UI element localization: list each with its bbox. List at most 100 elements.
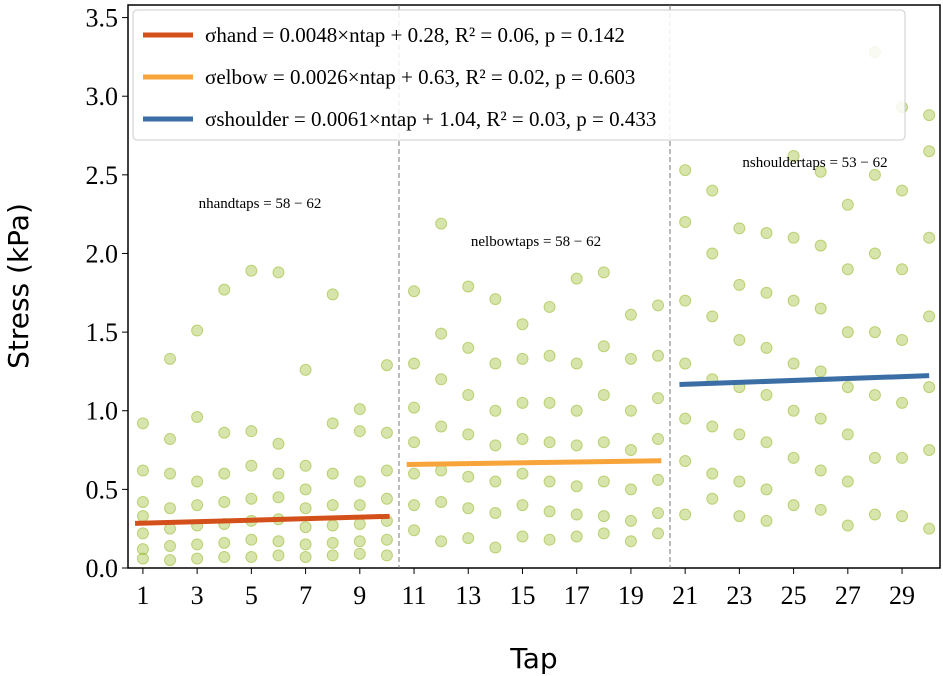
point (679, 164, 692, 177)
x-tick-label: 25 (781, 581, 807, 610)
point (814, 239, 827, 252)
point (543, 436, 556, 449)
point (408, 499, 421, 512)
point (435, 420, 448, 433)
point (380, 549, 393, 562)
point (326, 417, 339, 430)
point (543, 533, 556, 546)
point (923, 381, 936, 394)
point (706, 184, 719, 197)
point (435, 373, 448, 386)
point (597, 389, 610, 402)
y-tick-label: 3.0 (86, 82, 119, 111)
point (353, 499, 366, 512)
point (868, 326, 881, 339)
point (516, 318, 529, 331)
point (896, 263, 909, 276)
point (326, 549, 339, 562)
point (191, 475, 204, 488)
point (679, 455, 692, 468)
point (380, 464, 393, 477)
point (136, 495, 149, 508)
point (706, 492, 719, 505)
point (164, 502, 177, 515)
point (136, 464, 149, 477)
point (679, 216, 692, 229)
point (272, 437, 285, 450)
point (136, 543, 149, 556)
point (570, 357, 583, 370)
point (462, 470, 475, 483)
point (272, 467, 285, 480)
point (543, 300, 556, 313)
point (814, 464, 827, 477)
point (245, 425, 258, 438)
x-tick-label: 29 (889, 581, 915, 610)
point (841, 198, 854, 211)
point (408, 524, 421, 537)
x-tick-label: 3 (191, 581, 204, 610)
point (462, 532, 475, 545)
x-tick-label: 21 (672, 581, 698, 610)
legend-label: σshoulder = 0.0061×ntap + 1.04, R² = 0.0… (205, 107, 656, 131)
point (706, 247, 719, 260)
point (543, 396, 556, 409)
point (624, 483, 637, 496)
point (326, 536, 339, 549)
fit-line (134, 513, 390, 526)
point (624, 308, 637, 321)
point (516, 396, 529, 409)
annotation: nelbowtaps = 58 − 62 (471, 234, 601, 250)
x-tick-label: 1 (136, 581, 149, 610)
point (435, 464, 448, 477)
point (923, 145, 936, 158)
point (896, 184, 909, 197)
y-tick-label: 3.5 (86, 4, 119, 33)
point (245, 264, 258, 277)
point (516, 433, 529, 446)
point (164, 467, 177, 480)
point (435, 327, 448, 340)
point (380, 492, 393, 505)
point (652, 527, 665, 540)
point (245, 550, 258, 563)
point (652, 473, 665, 486)
point (652, 433, 665, 446)
point (272, 491, 285, 504)
fit-line (679, 373, 930, 387)
y-tick-label: 1.5 (86, 318, 119, 347)
point (435, 217, 448, 230)
point (516, 530, 529, 543)
point (896, 333, 909, 346)
point (191, 552, 204, 565)
point (733, 428, 746, 441)
point (380, 359, 393, 372)
point (652, 506, 665, 519)
point (570, 508, 583, 521)
point (489, 506, 502, 519)
point (136, 417, 149, 430)
point (597, 266, 610, 279)
point (760, 436, 773, 449)
x-tick-label: 7 (299, 581, 312, 610)
point (787, 404, 800, 417)
x-tick-label: 15 (509, 581, 535, 610)
point (760, 514, 773, 527)
point (679, 357, 692, 370)
point (570, 480, 583, 493)
x-tick-label: 9 (353, 581, 366, 610)
point (624, 352, 637, 365)
point (245, 492, 258, 505)
point (652, 299, 665, 312)
point (733, 278, 746, 291)
point (326, 499, 339, 512)
legend-label: σelbow = 0.0026×ntap + 0.63, R² = 0.02, … (205, 65, 635, 89)
point (652, 349, 665, 362)
point (814, 412, 827, 425)
point (353, 517, 366, 530)
point (272, 535, 285, 548)
point (814, 503, 827, 516)
y-tick-label: 1.0 (86, 397, 119, 426)
point (597, 527, 610, 540)
